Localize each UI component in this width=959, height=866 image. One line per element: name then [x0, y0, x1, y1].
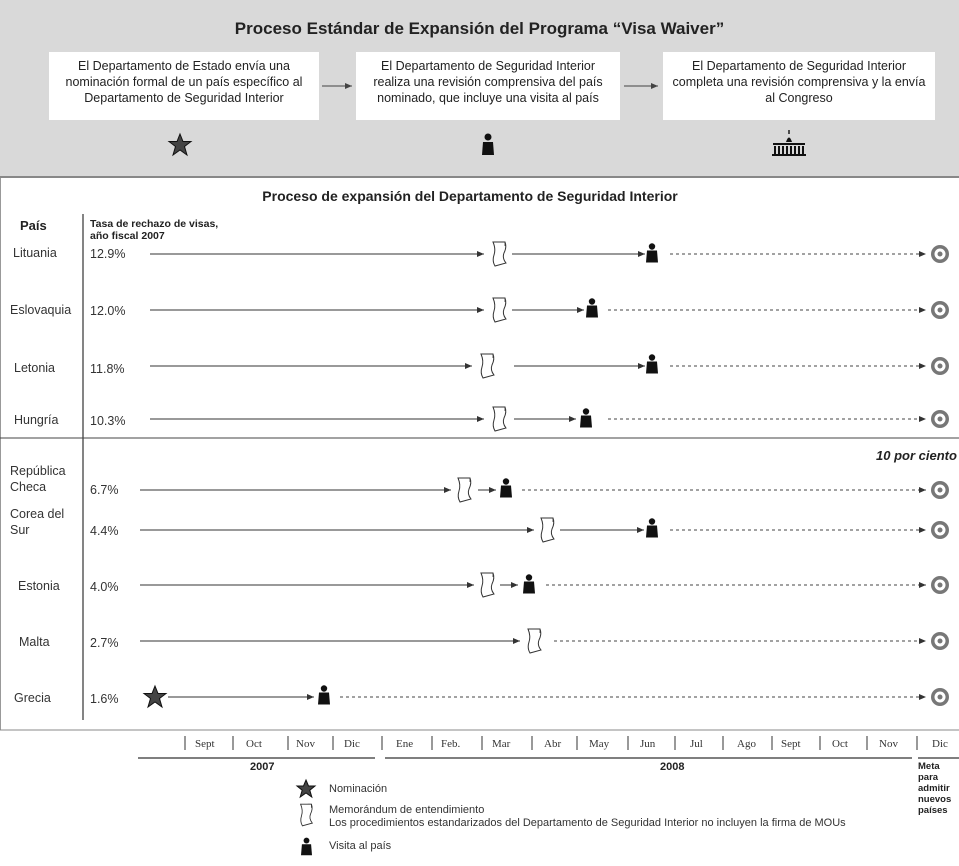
country-header: País — [20, 218, 47, 233]
month-label: Oct — [246, 738, 262, 750]
person-icon — [580, 408, 592, 428]
rejection-rate: 4.4% — [90, 524, 119, 538]
rejection-rate: 12.0% — [90, 304, 126, 318]
legend-mou-title: Memorándum de entendimiento — [329, 804, 485, 816]
star-icon — [295, 778, 317, 799]
row-hungria — [150, 406, 949, 432]
person-icon — [646, 518, 658, 538]
country-name: Hungría — [14, 413, 59, 427]
target-icon — [931, 481, 949, 499]
country-name: Letonia — [14, 361, 56, 375]
capitol-icon — [772, 130, 806, 156]
legend-visit: Visita al país — [329, 840, 392, 852]
rejection-rate: 1.6% — [90, 692, 119, 706]
mou-icon — [300, 803, 313, 827]
country-name: Estonia — [18, 579, 60, 593]
rejection-rate: 4.0% — [90, 580, 119, 594]
year-2008: 2008 — [660, 761, 685, 773]
mou-icon — [492, 297, 507, 323]
country-name: Lituania — [13, 246, 57, 260]
target-icon — [931, 576, 949, 594]
month-label: Oct — [832, 738, 848, 750]
page-title: Proceso Estándar de Expansión del Progra… — [234, 19, 725, 38]
month-label: Ene — [396, 738, 414, 750]
threshold-label: 10 por ciento — [876, 448, 957, 463]
mou-icon — [480, 353, 495, 379]
row-lituania — [150, 241, 949, 267]
person-icon — [500, 478, 512, 498]
person-icon — [318, 685, 330, 705]
country-name: Malta — [19, 635, 50, 649]
month-label: Ago — [737, 738, 756, 750]
target-icon — [931, 245, 949, 263]
row-republica-checa — [140, 477, 949, 503]
star-icon — [142, 684, 168, 709]
mou-icon — [457, 477, 472, 503]
step-1-box: El Departamento de Estado envía una nomi… — [49, 52, 319, 120]
rate-header: Tasa de rechazo de visas, año fiscal 200… — [90, 218, 219, 242]
section-title: Proceso de expansión del Departamento de… — [250, 188, 690, 204]
step-2-box: El Departamento de Seguridad Interior re… — [356, 52, 620, 120]
star-icon — [167, 132, 193, 157]
mou-icon — [480, 572, 495, 598]
rejection-rate: 6.7% — [90, 483, 119, 497]
timeline-panel — [0, 178, 959, 730]
row-corea-del-sur — [140, 517, 949, 543]
person-icon — [523, 574, 535, 594]
target-icon — [931, 521, 949, 539]
target-icon — [931, 301, 949, 319]
country-name: República Checa — [10, 464, 66, 494]
row-eslovaquia — [150, 297, 949, 323]
goal-label: Meta para admitir nuevos países — [918, 761, 952, 816]
row-grecia — [142, 684, 949, 709]
mou-icon — [492, 241, 507, 267]
month-label: Sept — [781, 738, 801, 750]
country-name: Eslovaquia — [10, 303, 72, 317]
person-icon — [586, 298, 598, 318]
country-name: Corea del Sur — [10, 507, 65, 537]
step-3-text: El Departamento de Seguridad Interior co… — [672, 59, 926, 105]
month-label: Jun — [640, 738, 656, 750]
row-estonia — [140, 572, 949, 598]
row-malta — [140, 628, 949, 654]
target-icon — [931, 632, 949, 650]
month-label: Dic — [344, 738, 360, 750]
step-2-text: El Departamento de Seguridad Interior re… — [373, 59, 603, 105]
rejection-rate: 2.7% — [90, 636, 119, 650]
country-name: Grecia — [14, 691, 51, 705]
month-label: Abr — [544, 738, 562, 750]
month-label: May — [589, 738, 610, 750]
month-label: Nov — [879, 738, 898, 750]
step-3-box: El Departamento de Seguridad Interior co… — [663, 52, 935, 120]
legend-nomination: Nominación — [329, 783, 388, 795]
target-icon — [931, 357, 949, 375]
step-1-text: El Departamento de Estado envía una nomi… — [65, 59, 303, 105]
process-arrows — [167, 83, 806, 157]
mou-icon — [527, 628, 542, 654]
year-2007: 2007 — [250, 761, 275, 773]
month-label: Dic — [932, 738, 948, 750]
month-label: Feb. — [441, 738, 461, 750]
person-icon — [646, 354, 658, 374]
rejection-rate: 11.8% — [90, 362, 125, 376]
person-icon — [646, 243, 658, 263]
person-icon — [301, 837, 312, 856]
mou-icon — [492, 406, 507, 432]
rejection-rate: 12.9% — [90, 247, 126, 261]
month-label: Jul — [690, 738, 703, 750]
rejection-rate: 10.3% — [90, 414, 126, 428]
month-label: Nov — [296, 738, 315, 750]
target-icon — [931, 410, 949, 428]
mou-icon — [540, 517, 555, 543]
target-icon — [931, 688, 949, 706]
legend-mou-note: Los procedimientos estandarizados del De… — [329, 817, 846, 829]
row-letonia — [150, 353, 949, 379]
person-icon — [482, 133, 494, 155]
month-label: Mar — [492, 738, 511, 750]
month-label: Sept — [195, 738, 215, 750]
